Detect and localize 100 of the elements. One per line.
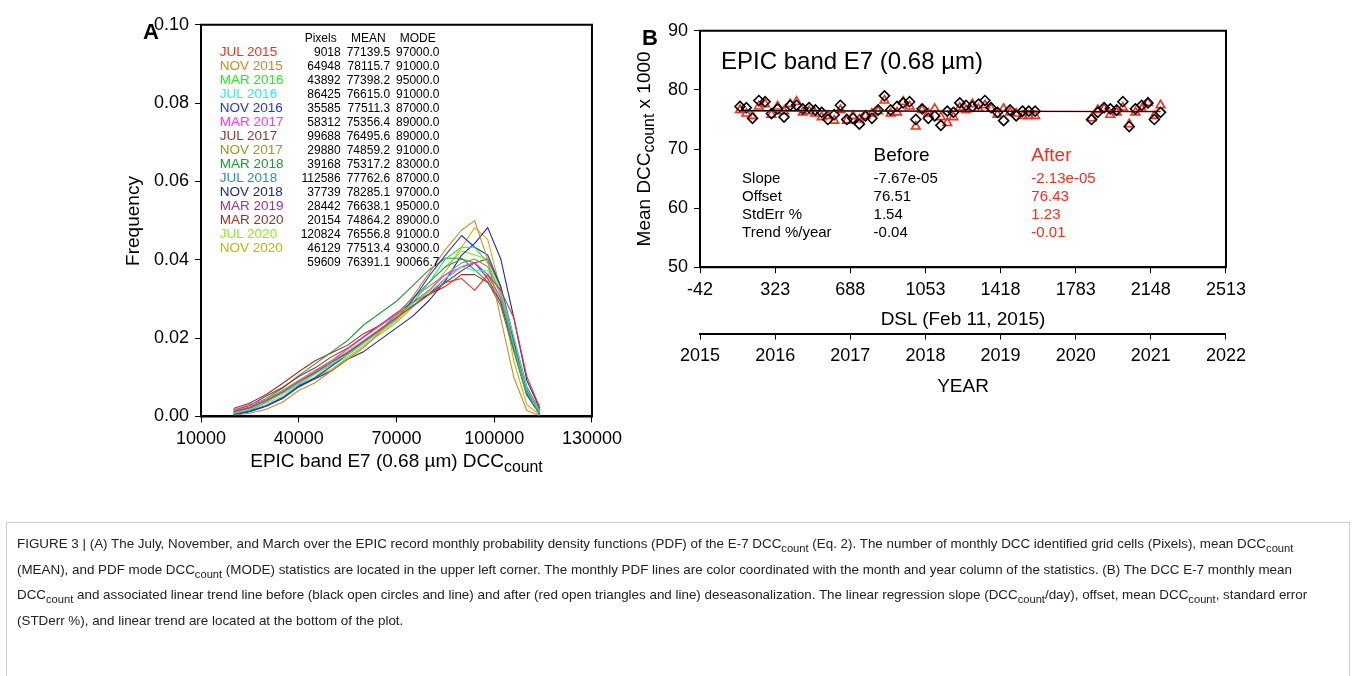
- x-tick-label: 100000: [464, 428, 525, 449]
- x-tick-label: 10000: [176, 428, 227, 449]
- text: NOV 2015: [218, 57, 284, 73]
- annotation: 76615.0: [345, 86, 392, 101]
- y-tick-label: 50: [667, 256, 689, 277]
- annotation: 99688: [306, 128, 342, 143]
- text: B: [642, 24, 658, 51]
- annotation: 91000.0: [395, 86, 441, 101]
- text: EPIC band E7 (0.68 µm): [721, 47, 983, 76]
- y-tick-label: 0.00: [153, 405, 190, 426]
- annotation: 97000.0: [395, 44, 441, 59]
- annotation: 77139.5: [345, 44, 392, 59]
- y-tick-label: 60: [667, 197, 689, 218]
- x-axis-title: DSL (Feb 11, 2015): [880, 308, 1046, 330]
- annotation: MODE: [398, 30, 437, 45]
- annotation: 74864.2: [345, 212, 392, 227]
- annotation: 77762.6: [345, 170, 392, 185]
- annotation: After: [1031, 144, 1072, 167]
- text: NOV 2020: [218, 239, 284, 255]
- text: MAR 2017: [218, 113, 285, 129]
- x2-tick-label: 2018: [905, 345, 946, 366]
- annotation: 74859.2: [345, 142, 392, 157]
- x-tick-label: 2148: [1130, 278, 1171, 299]
- annotation: 77511.3: [346, 100, 392, 115]
- x-tick-label: 2513: [1205, 278, 1246, 299]
- annotation: 87000.0: [395, 170, 441, 185]
- x2-tick-label: 2016: [755, 345, 796, 366]
- x2-tick-label: 2017: [830, 345, 871, 366]
- annotation: 76495.6: [345, 128, 392, 143]
- annotation: Before: [873, 144, 930, 167]
- text: MAR 2016: [218, 71, 285, 87]
- x2-tick-label: 2020: [1055, 345, 1096, 366]
- annotation: 75317.2: [345, 156, 392, 171]
- text: JUL 2016: [218, 85, 279, 101]
- y-tick-label: 0.02: [153, 327, 190, 348]
- y-tick-label: 90: [667, 19, 689, 40]
- annotation: 86425: [306, 86, 342, 101]
- annotation: 91000.0: [395, 142, 441, 157]
- annotation: 77513.4: [345, 240, 392, 255]
- x-tick-label: 688: [835, 278, 866, 299]
- y-tick-label: 0.04: [153, 248, 190, 269]
- annotation: 77398.2: [345, 72, 392, 87]
- annotation: 97000.0: [395, 184, 441, 199]
- annotation: 95000.0: [395, 72, 441, 87]
- text: JUL 2018: [218, 169, 279, 185]
- x-tick-label: -42: [687, 278, 714, 299]
- annotation: 35585: [306, 100, 342, 115]
- annotation: 1.54: [873, 205, 903, 223]
- annotation: 9018: [313, 44, 342, 59]
- annotation: 83000.0: [395, 156, 441, 171]
- y-tick-label: 0.08: [153, 92, 190, 113]
- annotation: StdErr %: [742, 205, 803, 223]
- text: MAR 2020: [218, 211, 285, 227]
- x2-tick-label: 2019: [980, 345, 1021, 366]
- annotation: Trend %/year: [742, 223, 832, 241]
- x-tick-label: 1053: [905, 278, 946, 299]
- x-tick-label: 40000: [273, 428, 324, 449]
- annotation: 58312: [306, 114, 342, 129]
- x-axis-title: EPIC band E7 (0.68 µm) DCC$_{count}$: [250, 450, 543, 477]
- annotation: 78115.7: [346, 58, 392, 73]
- annotation: Offset: [742, 187, 782, 205]
- annotation: 76.43: [1031, 187, 1069, 205]
- annotation: 39168: [306, 156, 342, 171]
- annotation: 87000.0: [395, 100, 441, 115]
- text: NOV 2017: [218, 141, 284, 157]
- annotation: 75356.4: [345, 114, 392, 129]
- x-tick-label: 323: [760, 278, 791, 299]
- text: NOV 2018: [218, 183, 284, 199]
- annotation: 37739: [306, 184, 342, 199]
- annotation: 78285.1: [345, 184, 392, 199]
- annotation: 28442: [306, 198, 342, 213]
- annotation: -7.67e-05: [873, 169, 938, 187]
- annotation: 43892: [306, 72, 342, 87]
- text: JUL 2017: [218, 127, 279, 143]
- annotation: 120824: [299, 226, 342, 241]
- annotation: 76.51: [873, 187, 912, 205]
- annotation: 76391.1: [345, 254, 392, 269]
- text: FIGURE 3 | (A) The July, November, and March over the EPIC record monthly probability density functions (PDF) of the E-7 DCC$_{count}$ (Eq. 2). The number of monthly DCC identified grid cells (Pixels), mean DCC$_{count}$ (MEAN), and PDF mode DCC$_{count}$ (MODE) statistics are located in the upper left corner. The monthly PDF lines are color coordinated with the month and year column of the statistics. (B) The DCC E-7 monthly mean DCC$_{count}$ and associated linear trend line before (black open circles and line) and after (red open triangles and line) deseasonalization. The linear regression slope (DCC$_{count}$/day), offset, mean DCC$_{count}$, standard error (STDerr %), and linear trend are located at the bottom of the plot.: [17, 536, 1308, 629]
- text: MAR 2018: [218, 155, 285, 171]
- annotation: Slope: [742, 169, 781, 187]
- annotation: 76638.1: [345, 198, 392, 213]
- annotation: 76556.8: [345, 226, 392, 241]
- annotation: 112586: [300, 170, 342, 185]
- x2-axis-title: YEAR: [937, 374, 989, 396]
- annotation: 1.23: [1031, 205, 1061, 223]
- annotation: Pixels: [303, 30, 338, 45]
- annotation: 89000.0: [395, 212, 441, 227]
- y-axis-title: Frequency: [121, 175, 144, 266]
- x2-tick-label: 2021: [1130, 345, 1171, 366]
- annotation: 89000.0: [395, 114, 441, 129]
- x-tick-label: 1418: [980, 278, 1021, 299]
- annotation: 91000.0: [395, 58, 441, 73]
- y-tick-label: 0.06: [153, 170, 190, 191]
- annotation: MEAN: [350, 30, 387, 45]
- annotation: 59609: [306, 254, 342, 269]
- annotation: -0.04: [873, 223, 908, 241]
- x-tick-label: 70000: [371, 428, 422, 449]
- text: JUL 2015: [218, 43, 279, 59]
- annotation: 95000.0: [395, 198, 441, 213]
- annotation: -2.13e-05: [1031, 169, 1096, 187]
